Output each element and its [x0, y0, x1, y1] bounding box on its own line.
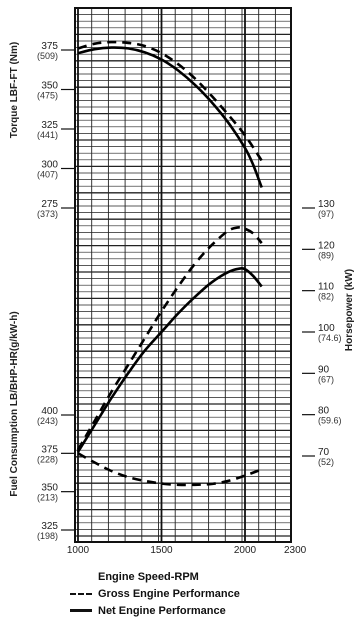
x-axis-label: Engine Speed-RPM	[98, 570, 199, 583]
fuel-tick-label: 375	[41, 444, 58, 455]
legend-title-row: Engine Speed-RPM	[70, 568, 240, 585]
torque-and-fuel-ticks: 375(509)350(475)325(441)300(407)275(373)…	[37, 41, 74, 541]
hp-tick-label: 110	[318, 282, 334, 293]
solid-line-swatch	[70, 609, 92, 612]
gross-fuel-line	[77, 452, 263, 487]
fuel-tick-label: 350	[41, 483, 58, 494]
torque-tick-label: 300	[41, 160, 58, 171]
chart-legend: Engine Speed-RPM Gross Engine Performanc…	[70, 568, 240, 619]
torque-tick-label: 350	[41, 81, 58, 92]
hp-tick-sublabel: (89)	[318, 250, 334, 260]
hp-tick-label: 80	[318, 406, 330, 417]
rpm-tick-label: 1500	[150, 545, 173, 556]
fuel-axis-title: Fuel Consumption LB/BHP-HR(g/kW-h)	[9, 311, 20, 496]
chart-grid	[74, 7, 291, 542]
hp-tick-sublabel: (59.6)	[318, 416, 342, 426]
torque-tick-label: 275	[41, 199, 58, 210]
fuel-tick-sublabel: (243)	[37, 416, 58, 426]
rpm-tick-label: 2300	[284, 545, 307, 556]
dashed-line-swatch	[70, 592, 92, 595]
legend-label-net: Net Engine Performance	[98, 604, 226, 617]
chart-frame	[74, 7, 292, 543]
rpm-tick-label: 1000	[67, 545, 90, 556]
legend-label-gross: Gross Engine Performance	[98, 587, 240, 600]
torque-tick-sublabel: (509)	[37, 51, 58, 61]
net-torque-line	[77, 46, 263, 188]
horsepower-ticks: 130(97)120(89)110(82)100(74.6)90(67)80(5…	[302, 199, 342, 467]
rpm-tick-label: 2000	[234, 545, 257, 556]
gross-torque-line	[77, 40, 263, 162]
torque-tick-label: 325	[41, 120, 58, 131]
torque-tick-sublabel: (407)	[37, 170, 58, 180]
hp-tick-sublabel: (82)	[318, 292, 334, 302]
fuel-tick-sublabel: (228)	[37, 454, 58, 464]
torque-tick-label: 375	[41, 41, 58, 52]
legend-item-gross: Gross Engine Performance	[70, 585, 240, 602]
hp-tick-label: 70	[318, 447, 330, 458]
fuel-tick-label: 400	[41, 406, 58, 417]
torque-tick-sublabel: (373)	[37, 209, 58, 219]
hp-tick-label: 100	[318, 323, 335, 334]
plot-border	[74, 7, 292, 543]
torque-tick-sublabel: (441)	[37, 130, 58, 140]
hp-tick-sublabel: (67)	[318, 374, 334, 384]
chart-curves	[76, 40, 263, 487]
horsepower-axis-title: Horsepower (kW)	[344, 269, 355, 351]
hp-tick-sublabel: (74.6)	[318, 333, 342, 343]
hp-tick-sublabel: (52)	[318, 457, 334, 467]
fuel-tick-sublabel: (213)	[37, 493, 58, 503]
fuel-tick-sublabel: (198)	[37, 531, 58, 541]
legend-item-net: Net Engine Performance	[70, 602, 240, 619]
hp-tick-sublabel: (97)	[318, 209, 334, 219]
gross-horsepower-line	[76, 226, 263, 451]
torque-tick-sublabel: (475)	[37, 91, 58, 101]
hp-tick-label: 130	[318, 199, 335, 210]
hp-tick-label: 120	[318, 240, 335, 251]
torque-axis-title: Torque LBF-FT (Nm)	[9, 42, 20, 138]
rpm-ticks: 1000 1500 2000 2300	[67, 545, 307, 556]
net-horsepower-line	[76, 267, 263, 453]
fuel-tick-label: 325	[41, 521, 58, 532]
hp-tick-label: 90	[318, 364, 330, 375]
